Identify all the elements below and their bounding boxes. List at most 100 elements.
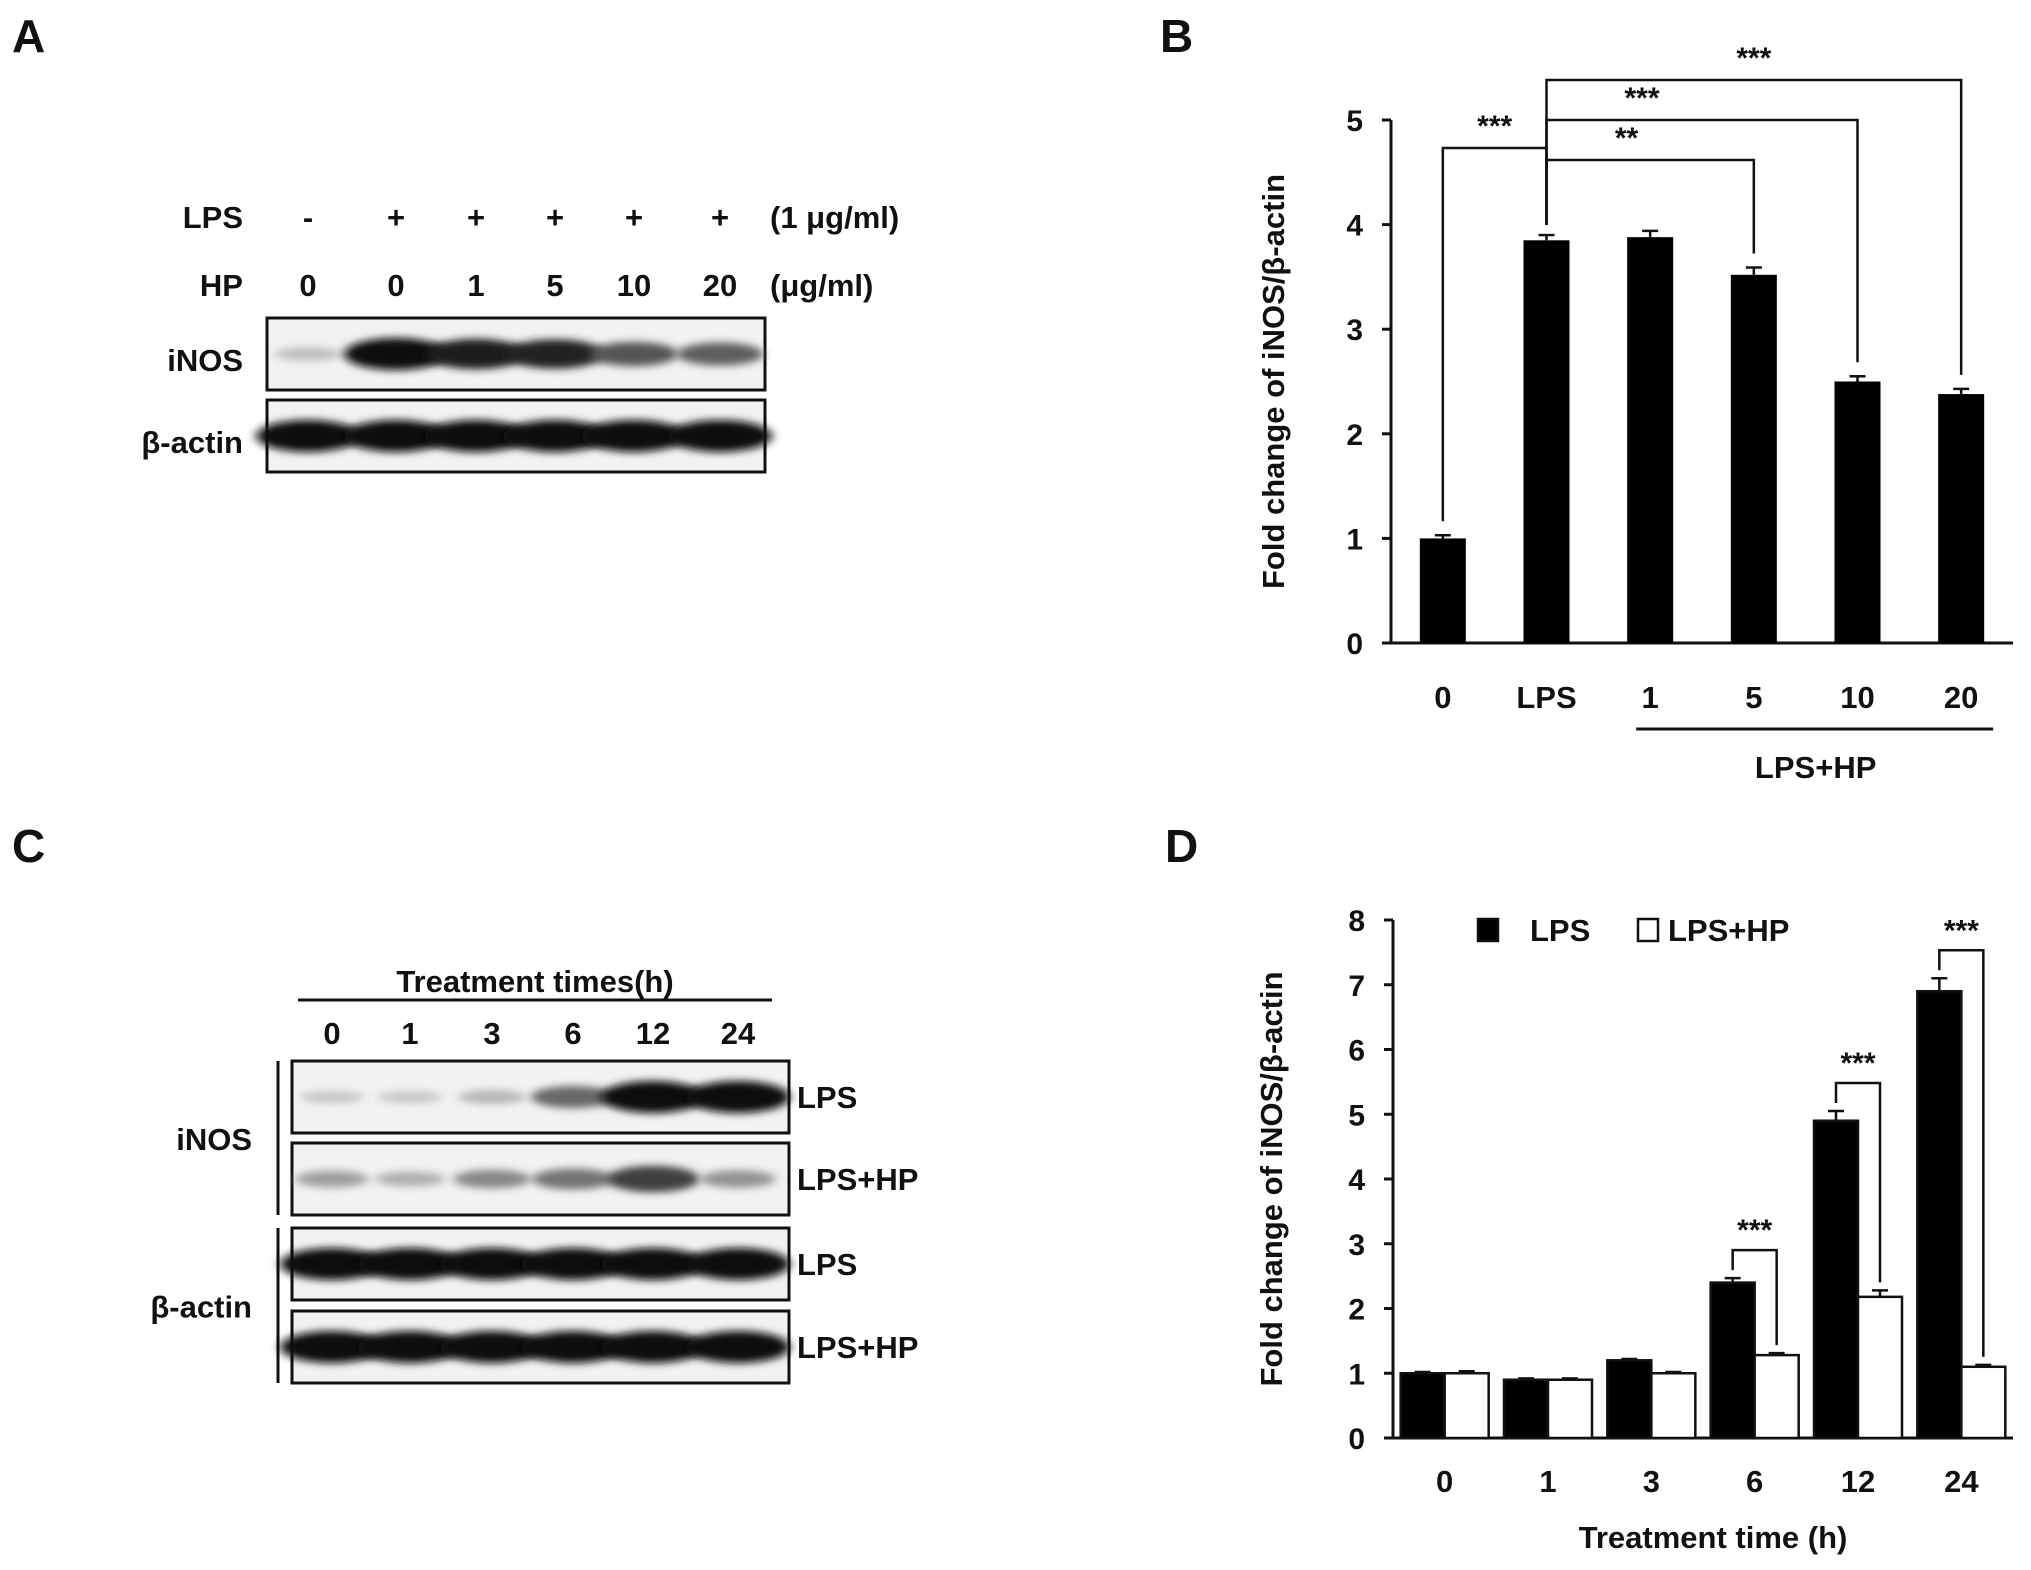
x-tick-label: 1 bbox=[1539, 1464, 1556, 1499]
significance-label: *** bbox=[1624, 82, 1659, 115]
lps-unit: (1 μg/ml) bbox=[770, 200, 899, 235]
significance-label: *** bbox=[1944, 914, 1979, 947]
x-tick-label: 24 bbox=[1944, 1464, 1979, 1499]
y-tick-label: 8 bbox=[1348, 905, 1365, 938]
western-blot-band-strip bbox=[290, 1141, 791, 1217]
western-blot-band-strip bbox=[280, 1226, 791, 1302]
western-blot-band-strip bbox=[265, 316, 767, 392]
y-axis-label: Fold change of iNOS/β-actin bbox=[1254, 971, 1289, 1386]
row-label-hp: HP bbox=[200, 268, 243, 303]
blot-label: iNOS bbox=[167, 343, 243, 378]
significance-label: *** bbox=[1477, 110, 1512, 143]
group-label: LPS+HP bbox=[1755, 750, 1876, 785]
lps-value: + bbox=[546, 200, 564, 235]
y-tick-label: 3 bbox=[1346, 314, 1363, 347]
group-label: β-actin bbox=[150, 1290, 252, 1325]
y-tick-label: 1 bbox=[1348, 1358, 1365, 1391]
x-tick-label: 20 bbox=[1944, 680, 1978, 715]
western-blot-band-strip-band bbox=[256, 420, 360, 452]
western-blot-band-strip-band bbox=[601, 1248, 705, 1280]
time-label: 0 bbox=[323, 1016, 340, 1051]
western-blot-band-strip-band bbox=[274, 347, 342, 361]
significance-label: *** bbox=[1736, 42, 1771, 75]
bar-lps bbox=[1502, 1378, 1550, 1440]
blot-condition-label: LPS bbox=[797, 1247, 857, 1282]
x-tick-label: 10 bbox=[1840, 680, 1874, 715]
significance-bracket bbox=[1731, 1248, 1778, 1346]
y-tick-label: 3 bbox=[1348, 1229, 1365, 1262]
western-blot-band-strip-band bbox=[521, 1248, 625, 1280]
x-tick-label: 12 bbox=[1841, 1464, 1875, 1499]
bar bbox=[1627, 237, 1674, 644]
legend: LPS LPS+HP bbox=[1476, 913, 1789, 948]
y-tick-label: 7 bbox=[1348, 970, 1365, 1003]
time-label: 6 bbox=[564, 1016, 581, 1051]
western-blot-band-strip-band bbox=[521, 1331, 625, 1363]
western-blot-band-strip-band bbox=[686, 1248, 790, 1280]
panel-letter-d: D bbox=[1165, 820, 1198, 872]
lps-value: + bbox=[387, 200, 405, 235]
y-tick-label: 2 bbox=[1348, 1294, 1365, 1327]
bar-lps-hp bbox=[1650, 1372, 1697, 1440]
panel-letter-a: A bbox=[12, 10, 45, 62]
blot-condition-label: LPS+HP bbox=[797, 1162, 918, 1197]
y-tick-label: 2 bbox=[1346, 419, 1363, 452]
bar-lps-hp bbox=[1546, 1378, 1594, 1440]
western-blot-band-strip-band bbox=[440, 1248, 544, 1280]
blot-condition-label: LPS+HP bbox=[797, 1330, 918, 1365]
western-blot-band-strip-band bbox=[375, 1171, 445, 1187]
western-blot-band-strip bbox=[280, 1309, 791, 1385]
western-blot-band-strip-band bbox=[377, 1090, 443, 1104]
x-tick-label: 5 bbox=[1745, 680, 1762, 715]
western-blot-band-strip-band bbox=[295, 1170, 369, 1188]
bar-lps bbox=[1399, 1372, 1446, 1440]
western-blot-band-strip-band bbox=[582, 420, 686, 452]
bar-lps bbox=[1916, 989, 1963, 1440]
significance-label: ** bbox=[1615, 122, 1639, 155]
western-blot-band-strip-band bbox=[505, 339, 605, 369]
western-blot-band-strip-band bbox=[686, 1331, 790, 1363]
western-blot-band-strip-band bbox=[358, 1331, 462, 1363]
bar-lps-hp bbox=[1753, 1353, 1800, 1440]
western-blot-band-strip-band bbox=[530, 1085, 616, 1109]
western-blot-band-strip-band bbox=[280, 1331, 384, 1363]
western-blot-band-strip-band bbox=[358, 1248, 462, 1280]
x-axis-label: Treatment time (h) bbox=[1579, 1520, 1848, 1555]
western-blot-band-strip-band bbox=[344, 420, 448, 452]
time-label: 24 bbox=[721, 1016, 756, 1051]
western-blot-band-strip-band bbox=[589, 341, 679, 367]
western-blot-band-strip-band bbox=[601, 1081, 705, 1113]
x-tick-label: 0 bbox=[1434, 680, 1451, 715]
western-blot-band-strip-band bbox=[440, 1331, 544, 1363]
significance-bracket bbox=[1545, 118, 1859, 363]
significance-bracket bbox=[1545, 78, 1963, 375]
hp-unit: (μg/ml) bbox=[770, 268, 873, 303]
western-blot-band-strip-band bbox=[425, 338, 527, 370]
bar-lps bbox=[1812, 1119, 1860, 1440]
bar bbox=[1834, 381, 1881, 643]
bar-lps-hp bbox=[1856, 1295, 1904, 1440]
hp-value: 10 bbox=[617, 268, 651, 303]
panel-letter-c: C bbox=[12, 820, 45, 872]
y-tick-label: 4 bbox=[1348, 1164, 1365, 1197]
x-tick-label: 3 bbox=[1643, 1464, 1660, 1499]
western-blot-band-strip-band bbox=[344, 338, 448, 370]
hp-value: 5 bbox=[546, 268, 563, 303]
lps-value: + bbox=[467, 200, 485, 235]
significance-bracket bbox=[1938, 949, 1985, 1357]
western-blot-band-strip-band bbox=[601, 1331, 705, 1363]
y-tick-label: 5 bbox=[1348, 1099, 1365, 1132]
blot-condition-label: LPS bbox=[797, 1080, 857, 1115]
x-tick-label: 0 bbox=[1436, 1464, 1453, 1499]
western-blot-band-strip-band bbox=[700, 1170, 776, 1188]
y-tick-label: 0 bbox=[1346, 628, 1363, 661]
western-blot-band-strip-band bbox=[503, 420, 607, 452]
bar-lps bbox=[1709, 1281, 1756, 1440]
x-tick-label: 6 bbox=[1746, 1464, 1763, 1499]
bar-lps-hp bbox=[1443, 1372, 1490, 1440]
y-tick-label: 1 bbox=[1346, 523, 1363, 556]
western-blot-band-strip-band bbox=[676, 342, 764, 366]
western-blot-band-strip-band bbox=[606, 1165, 700, 1193]
